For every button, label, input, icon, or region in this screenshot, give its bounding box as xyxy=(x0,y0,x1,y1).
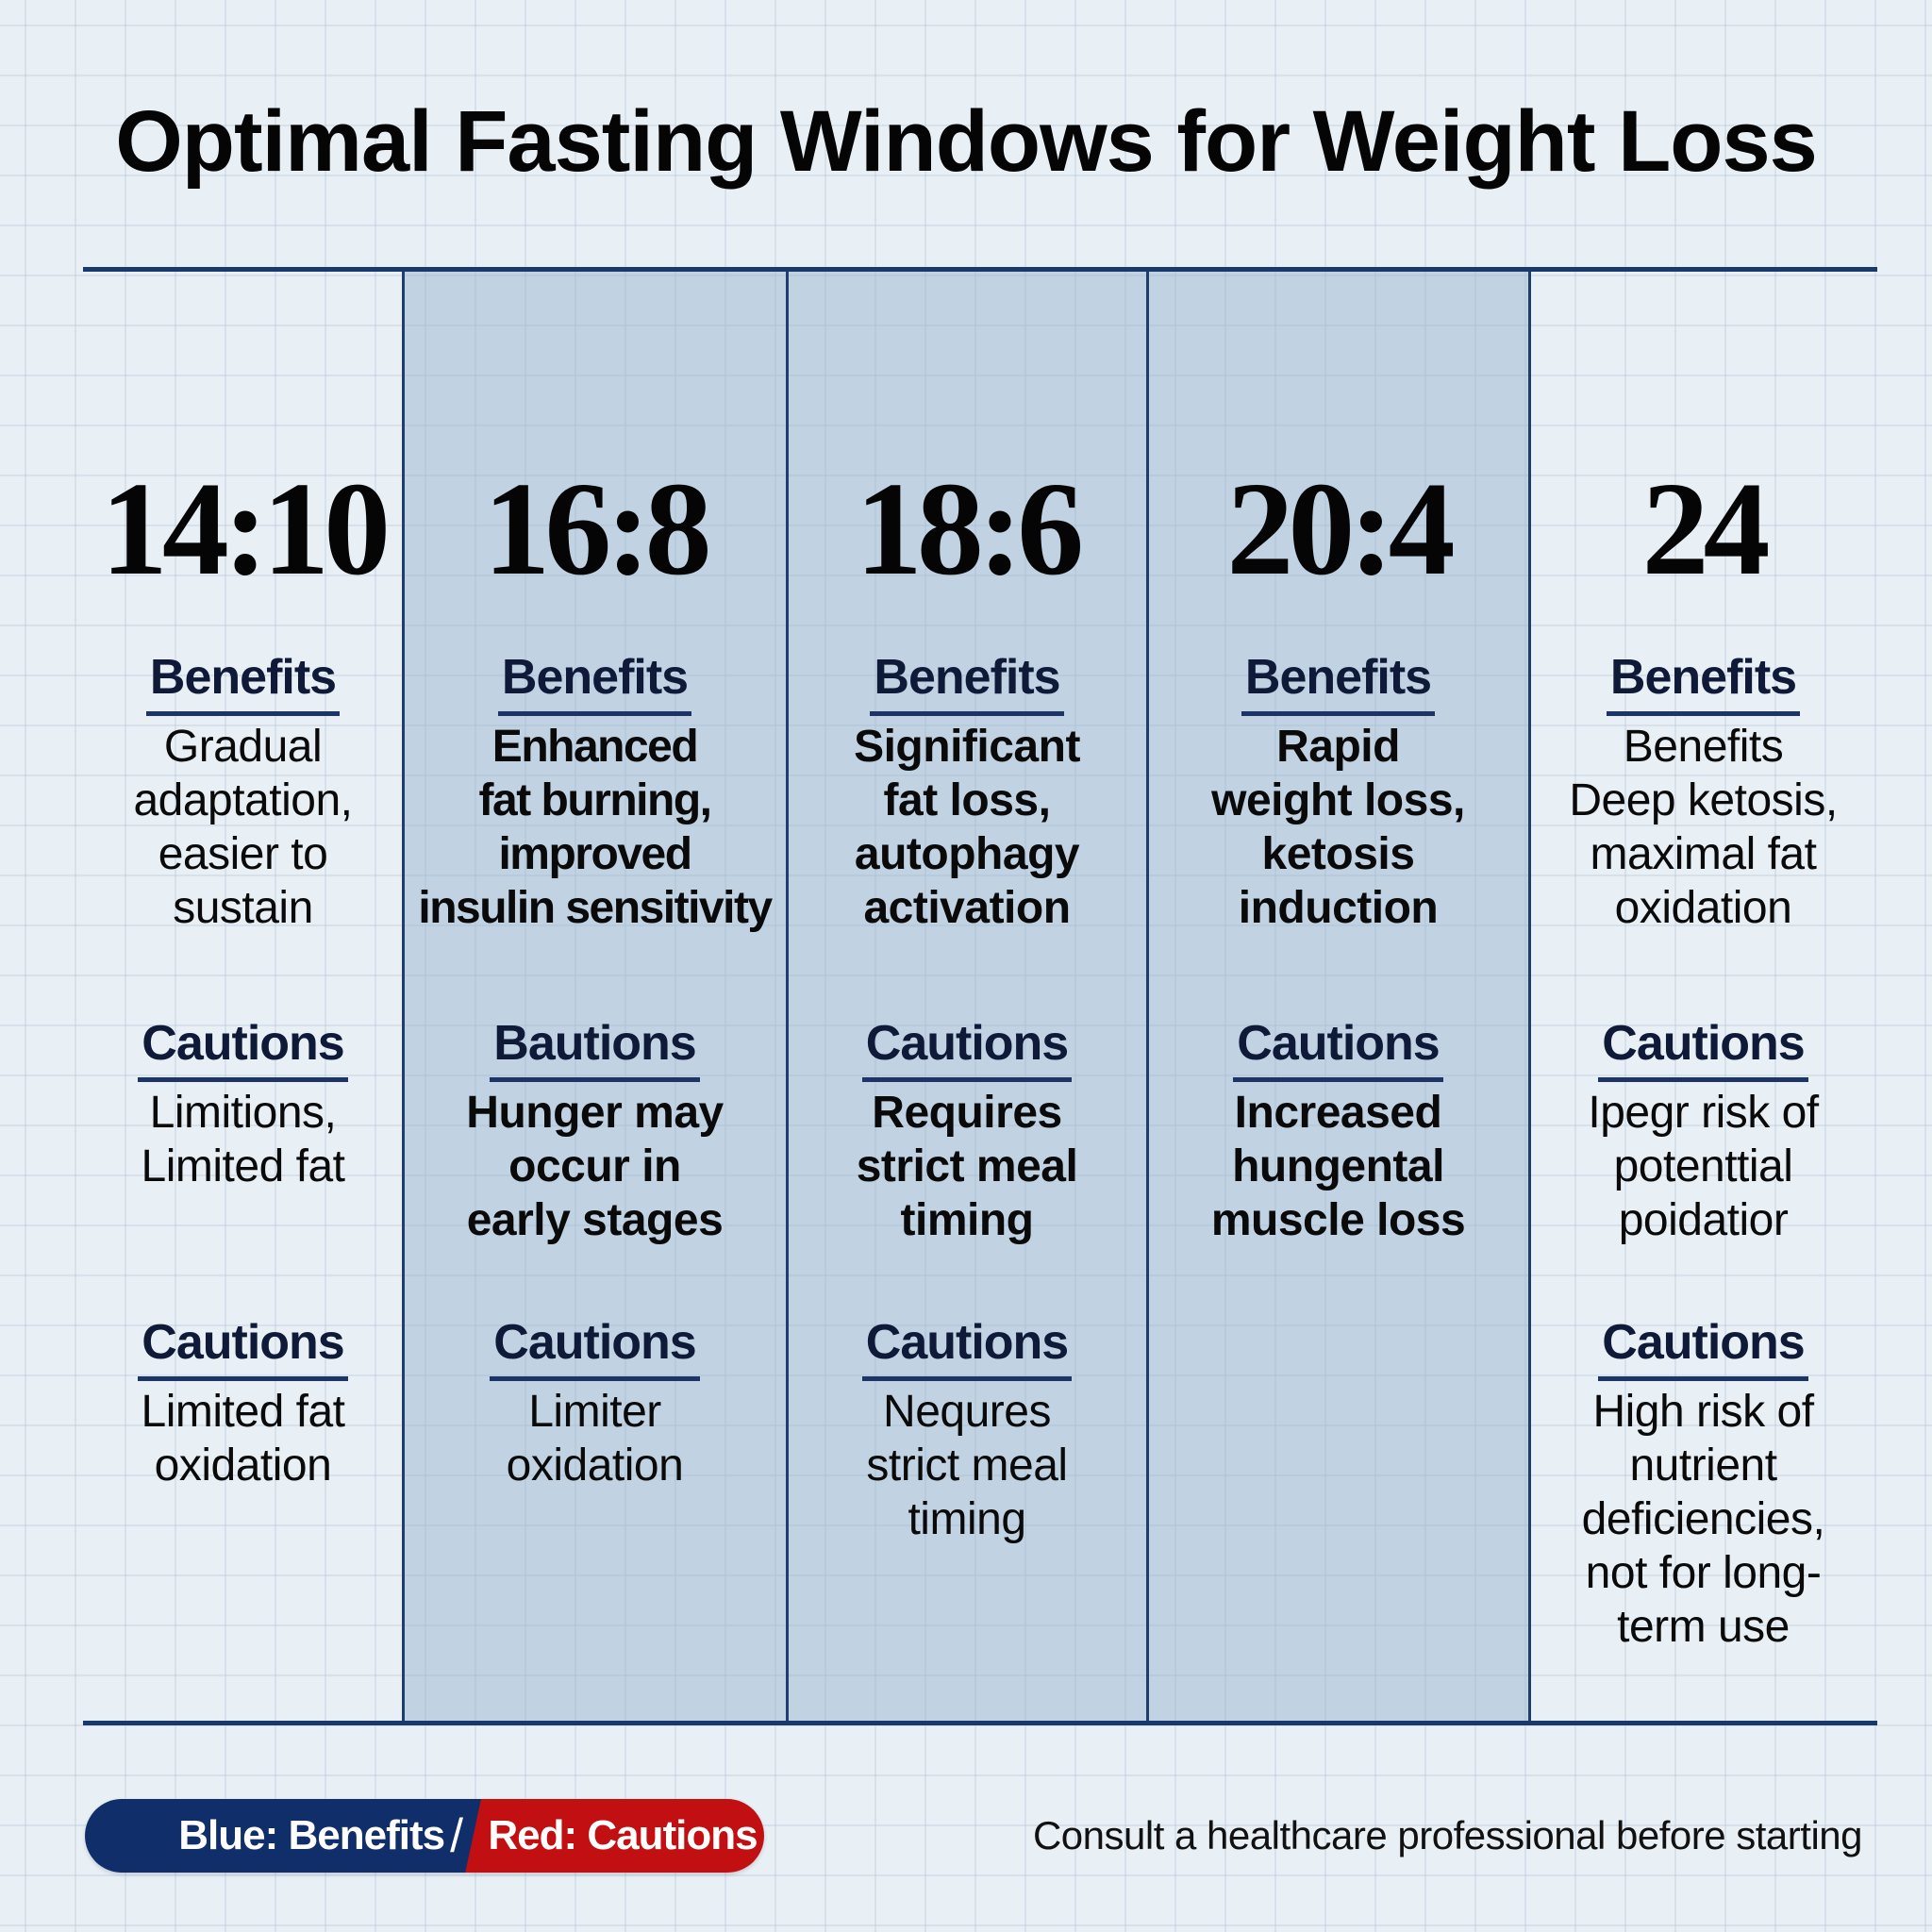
cautions-section: Cautions Requires strict meal timing xyxy=(787,1015,1147,1247)
column-divider xyxy=(1146,272,1149,1721)
section-text: Nequres strict meal timing xyxy=(866,1387,1068,1544)
fasting-ratio: 18:6 xyxy=(855,454,1084,603)
benefits-section: Benefits Benefits Deep ketosis, maximal … xyxy=(1529,649,1877,935)
section-heading: Cautions xyxy=(1598,1314,1808,1381)
section-text: High risk of nutrient deficiencies, not … xyxy=(1581,1387,1825,1652)
fasting-ratio: 24 xyxy=(1641,454,1771,603)
section-text: Enhanced fat burning, improved insulin s… xyxy=(418,722,773,933)
table-bottom-rule xyxy=(83,1721,1877,1725)
column-14-10: 14:10 Benefits Gradual adaptation, easie… xyxy=(83,272,403,1721)
column-24: 24 Benefits Benefits Deep ketosis, maxim… xyxy=(1529,272,1877,1721)
section-heading: Cautions xyxy=(138,1314,348,1381)
section-text: Limited fat oxidation xyxy=(141,1387,345,1491)
cautions-section: Cautions Ipegr risk of potenttial poidat… xyxy=(1529,1015,1877,1247)
legend-cautions-label: Red: Cautions xyxy=(488,1812,758,1858)
color-legend: Blue: Benefits / Red: Cautions xyxy=(85,1799,764,1873)
column-20-4: 20:4 Benefits Rapid weight loss, ketosis… xyxy=(1147,272,1529,1721)
section-heading: Cautions xyxy=(1233,1015,1443,1082)
cautions-section: Cautions Limitions, Limited fat xyxy=(83,1015,403,1193)
fasting-ratio: 16:8 xyxy=(483,454,711,603)
section-text: Gradual adaptation, easier to sustain xyxy=(133,722,353,933)
legend-cautions: Red: Cautions xyxy=(453,1799,764,1873)
section-heading: Benefits xyxy=(145,649,341,716)
benefits-section: Benefits Enhanced fat burning, improved … xyxy=(403,649,787,935)
section-heading: Benefits xyxy=(870,649,1064,716)
section-text: Limitions, Limited fat xyxy=(141,1088,345,1191)
section-heading: Cautions xyxy=(138,1015,348,1082)
cautions-section: Bautions Hunger may occur in early stage… xyxy=(403,1015,787,1247)
benefits-section: Benefits Significant fat loss, autophagy… xyxy=(787,649,1147,935)
fasting-ratio: 20:4 xyxy=(1226,454,1455,603)
benefits-section: Benefits Rapid weight loss, ketosis indu… xyxy=(1147,649,1529,935)
cautions-section: Cautions Increased hungental muscle loss xyxy=(1147,1015,1529,1247)
column-divider xyxy=(402,272,405,1721)
section-text: Rapid weight loss, ketosis induction xyxy=(1211,722,1465,933)
section-heading: Cautions xyxy=(490,1314,700,1381)
cautions-section: Cautions Nequres strict meal timing xyxy=(787,1314,1147,1546)
fasting-ratio: 14:10 xyxy=(100,454,391,603)
page-title: Optimal Fasting Windows for Weight Loss xyxy=(115,93,1818,190)
section-heading: Cautions xyxy=(861,1015,1073,1082)
section-heading: Cautions xyxy=(861,1314,1073,1381)
cautions-section: Cautions High risk of nutrient deficienc… xyxy=(1529,1314,1877,1654)
legend-benefits: Blue: Benefits / xyxy=(85,1799,481,1873)
section-text: Increased hungental muscle loss xyxy=(1210,1088,1466,1245)
fasting-comparison-table: 14:10 Benefits Gradual adaptation, easie… xyxy=(83,267,1877,1725)
section-heading: Benefits xyxy=(1606,649,1801,716)
section-text: Benefits Deep ketosis, maximal fat oxida… xyxy=(1569,722,1838,933)
section-heading: Benefits xyxy=(1241,649,1436,716)
section-text: Significant fat loss, autophagy activati… xyxy=(854,722,1080,933)
column-18-6: 18:6 Benefits Significant fat loss, auto… xyxy=(787,272,1147,1721)
disclaimer-note: Consult a healthcare professional before… xyxy=(1032,1813,1863,1857)
section-heading: Cautions xyxy=(1598,1015,1808,1082)
section-text: Requires strict meal timing xyxy=(856,1088,1078,1245)
legend-benefits-label: Blue: Benefits xyxy=(178,1812,445,1858)
table-top-rule xyxy=(83,267,1877,272)
benefits-section: Benefits Gradual adaptation, easier to s… xyxy=(83,649,403,935)
cautions-section: Cautions Limiter oxidation xyxy=(403,1314,787,1492)
legend-separator: / xyxy=(450,1809,463,1862)
column-16-8: 16:8 Benefits Enhanced fat burning, impr… xyxy=(403,272,787,1721)
section-text: Hunger may occur in early stages xyxy=(466,1088,724,1245)
cautions-section: Cautions Limited fat oxidation xyxy=(83,1314,403,1492)
column-divider xyxy=(786,272,789,1721)
section-text: Limiter oxidation xyxy=(506,1387,684,1491)
column-divider xyxy=(1528,272,1531,1721)
section-text: Ipegr risk of potenttial poidatior xyxy=(1588,1088,1819,1245)
section-heading: Benefits xyxy=(497,649,692,716)
section-heading: Bautions xyxy=(490,1015,700,1082)
